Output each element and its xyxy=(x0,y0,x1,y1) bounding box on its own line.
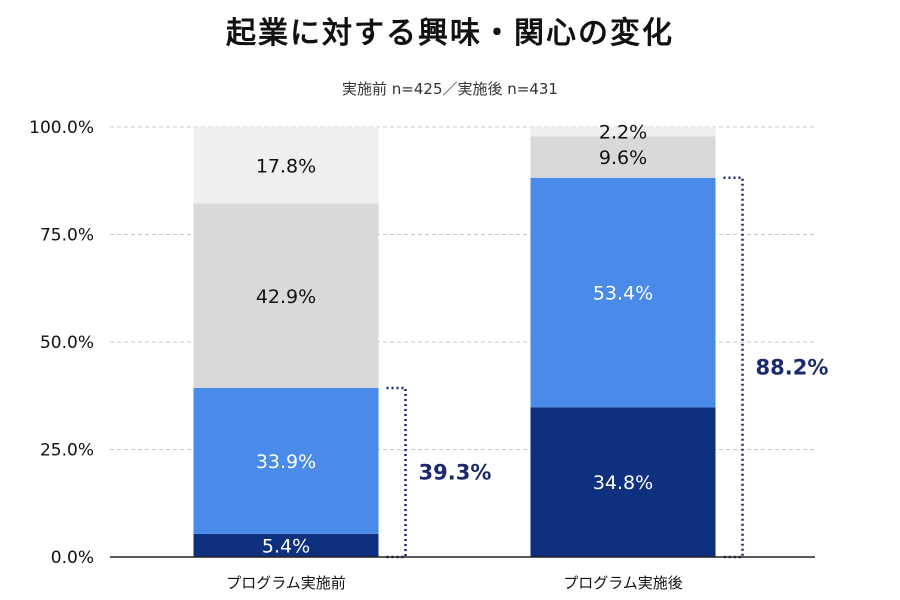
chart-subtitle: 実施前 n=425／実施後 n=431 xyxy=(342,80,558,98)
bar-segment xyxy=(193,533,379,557)
chart-title: 起業に対する興味・関心の変化 xyxy=(226,16,674,51)
y-tick-label: 100.0% xyxy=(29,118,94,138)
bracket xyxy=(386,386,407,559)
bar-segment xyxy=(530,177,716,408)
bar-segment xyxy=(530,136,716,178)
data-label: 17.8% xyxy=(256,155,316,177)
data-label: 42.9% xyxy=(256,286,316,308)
bar-segments xyxy=(193,127,716,557)
y-tick-label: 0.0% xyxy=(51,548,94,568)
data-labels: 5.4% 33.9% 42.9% 17.8% 34.8% 53.4% 9.6% 2.2% xyxy=(256,122,653,558)
total-brackets: 39.3% 88.2% xyxy=(386,176,829,559)
data-label: 5.4% xyxy=(262,535,310,557)
grid-lines xyxy=(110,126,815,450)
bar-segment xyxy=(193,127,379,204)
bracket-total-label: 39.3% xyxy=(419,461,492,485)
data-label: 33.9% xyxy=(256,451,316,473)
bar-segment xyxy=(193,388,379,534)
x-tick-label: プログラム実施前 xyxy=(226,574,346,592)
data-label: 34.8% xyxy=(593,472,653,494)
data-label: 53.4% xyxy=(593,283,653,305)
y-tick-label: 50.0% xyxy=(40,333,94,353)
y-tick-label: 75.0% xyxy=(40,226,94,246)
data-label: 9.6% xyxy=(599,147,647,169)
bar-segment xyxy=(530,407,716,557)
data-label: 2.2% xyxy=(599,122,647,144)
y-tick-label: 25.0% xyxy=(40,441,94,461)
axes: 0.0% 25.0% 50.0% 75.0% 100.0% プログラム実施前 プログラム実施… xyxy=(29,118,815,592)
x-tick-label: プログラム実施後 xyxy=(563,574,683,592)
bracket-total-label: 88.2% xyxy=(756,355,829,379)
bar-segment xyxy=(530,127,716,137)
bar-segment xyxy=(193,203,379,389)
